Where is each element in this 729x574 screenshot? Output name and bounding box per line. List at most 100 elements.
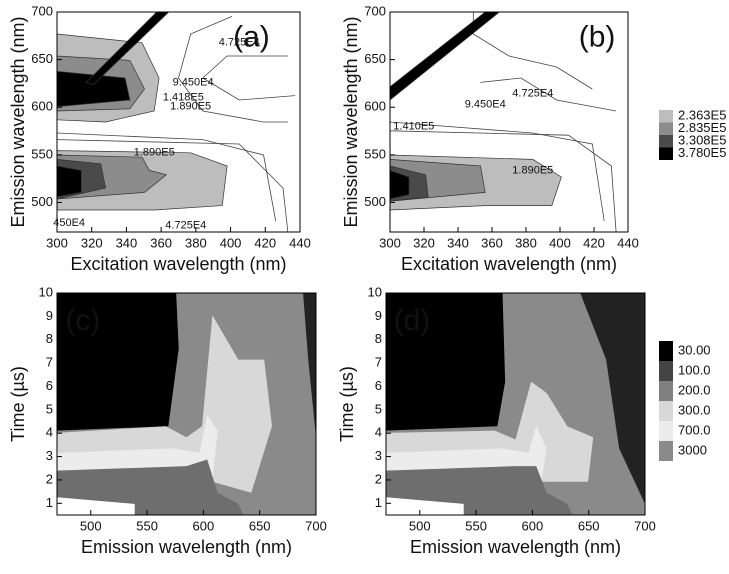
panel-label: (a) (233, 20, 270, 53)
x-tick-label: 700 (305, 518, 327, 533)
x-axis-label: Excitation wavelength (nm) (70, 254, 286, 274)
colorbar-label: 2.363E5 (678, 108, 726, 123)
contour-line (202, 55, 296, 101)
contour-line (389, 121, 605, 222)
y-tick-label: 650 (364, 51, 386, 66)
x-tick-label: 360 (150, 235, 172, 250)
contour-label: 4.725E4 (219, 37, 260, 49)
x-tick-label: 420 (254, 235, 276, 250)
colorbar-label: 2.835E5 (678, 120, 726, 135)
y-tick-label: 3 (375, 448, 382, 463)
contour-region (580, 293, 645, 504)
x-tick-label: 600 (522, 518, 544, 533)
x-tick-label: 400 (220, 235, 242, 250)
colorbar-swatch (659, 401, 673, 421)
x-tick-label: 380 (185, 235, 207, 250)
y-tick-label: 6 (46, 378, 53, 393)
x-tick-label: 360 (481, 235, 503, 250)
x-tick-label: 550 (136, 518, 158, 533)
y-axis-label: Time (µs) (8, 366, 28, 442)
x-tick-label: 420 (583, 235, 605, 250)
y-tick-label: 6 (375, 378, 382, 393)
x-axis-label: Emission wavelength (nm) (81, 537, 292, 557)
contour-label: 450E4 (53, 217, 85, 229)
y-tick-label: 8 (375, 331, 382, 346)
colorbar-swatch (659, 381, 673, 401)
panel-label: (b) (579, 20, 616, 53)
colorbar-swatch (659, 135, 673, 148)
colorbar-label: 200.0 (678, 382, 711, 397)
y-tick-label: 500 (31, 194, 53, 209)
colorbar-label: 300.0 (678, 402, 711, 417)
x-tick-label: 340 (116, 235, 138, 250)
x-tick-label: 550 (465, 518, 487, 533)
contour-line (56, 132, 277, 222)
colorbar-label: 3000 (678, 442, 707, 457)
y-tick-label: 2 (375, 471, 382, 486)
x-tick-label: 300 (46, 235, 68, 250)
x-tick-label: 650 (249, 518, 271, 533)
colorbar-swatch (659, 110, 673, 123)
contour-line (480, 77, 617, 112)
y-tick-label: 10 (39, 284, 53, 299)
y-tick-label: 550 (31, 146, 53, 161)
contour-region (386, 293, 506, 431)
y-tick-label: 1 (46, 495, 53, 510)
colorbar-label: 100.0 (678, 362, 711, 377)
y-tick-label: 7 (46, 355, 53, 370)
y-tick-label: 5 (46, 401, 53, 416)
y-axis-label: Emission wavelength (nm) (8, 16, 28, 227)
y-tick-label: 10 (368, 284, 382, 299)
x-tick-label: 380 (515, 235, 537, 250)
x-axis-label: Excitation wavelength (nm) (401, 254, 617, 274)
contour-region (57, 497, 135, 515)
contour-region (386, 497, 464, 515)
plot-frame (385, 292, 646, 516)
y-tick-label: 4 (375, 425, 382, 440)
y-tick-label: 700 (364, 3, 386, 18)
contour-region (57, 459, 244, 515)
x-tick-label: 320 (81, 235, 103, 250)
colorbar-swatch (659, 441, 673, 461)
x-tick-label: 340 (447, 235, 469, 250)
contour-region (56, 165, 82, 198)
plot-frame (389, 11, 629, 233)
colorbar-swatch (659, 147, 673, 160)
colorbar-label: 3.308E5 (678, 133, 726, 148)
x-tick-label: 600 (193, 518, 215, 533)
y-axis-label: Time (µs) (337, 366, 357, 442)
colorbar-swatch (659, 361, 673, 381)
x-tick-label: 320 (413, 235, 435, 250)
contour-label: 4.725E4 (512, 87, 553, 99)
y-tick-label: 7 (375, 355, 382, 370)
contour-label: 1.410E5 (393, 120, 434, 132)
y-tick-label: 3 (46, 448, 53, 463)
x-tick-label: 500 (409, 518, 431, 533)
contour-label: 9.450E4 (173, 76, 214, 88)
contour-region (57, 293, 179, 431)
contour-line (472, 12, 593, 90)
y-tick-label: 5 (375, 401, 382, 416)
contour-label: 1.890E5 (134, 147, 175, 159)
contour-region (57, 315, 272, 493)
y-tick-label: 9 (375, 308, 382, 323)
y-tick-label: 550 (364, 146, 386, 161)
colorbar-label: 30.00 (678, 342, 711, 357)
y-tick-label: 650 (31, 51, 53, 66)
y-axis-label: Emission wavelength (nm) (341, 16, 361, 227)
y-tick-label: 500 (364, 194, 386, 209)
plot-frame (56, 11, 301, 233)
contour-label: 9.450E4 (465, 98, 506, 110)
contour-region (389, 11, 501, 101)
contour-label: 1.418E5 (163, 92, 204, 104)
contour-line (389, 130, 617, 233)
y-tick-label: 700 (31, 3, 53, 18)
plot-frame (56, 292, 317, 516)
colorbar-label: 3.780E5 (678, 145, 726, 160)
y-tick-label: 2 (46, 471, 53, 486)
colorbar-swatch (659, 421, 673, 441)
colorbar-swatch (659, 341, 673, 361)
y-tick-label: 600 (31, 99, 53, 114)
contour-region (303, 293, 316, 438)
